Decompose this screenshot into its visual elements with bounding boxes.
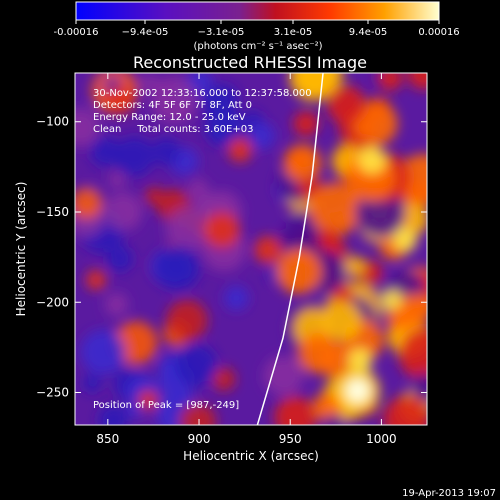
emission-blob bbox=[204, 212, 240, 248]
x-tick-label: 950 bbox=[279, 432, 302, 446]
emission-blob bbox=[224, 285, 249, 311]
emission-blob bbox=[377, 73, 403, 91]
emission-blob bbox=[398, 327, 427, 381]
emission-blob bbox=[138, 390, 158, 410]
emission-blob bbox=[140, 73, 159, 92]
emission-blob bbox=[344, 256, 366, 277]
emission-blob bbox=[324, 414, 346, 425]
emission-blob bbox=[309, 182, 363, 236]
chart-title: Reconstructed RHESSI Image bbox=[133, 53, 367, 72]
emission-blob bbox=[293, 110, 319, 137]
emission-blob bbox=[106, 86, 134, 114]
bright-blob bbox=[382, 290, 402, 310]
emission-blob bbox=[289, 73, 337, 101]
colorbar-tick-label: 0.00016 bbox=[418, 27, 459, 38]
emission-blob bbox=[228, 138, 252, 162]
emission-blob bbox=[104, 292, 129, 317]
render-timestamp: 19-Apr-2013 19:07 bbox=[402, 488, 496, 499]
emission-blob bbox=[86, 270, 106, 290]
solar-limb-curve bbox=[256, 73, 324, 425]
emission-blob bbox=[174, 343, 218, 387]
annotation-peak-position: Position of Peak = [987,-249] bbox=[93, 400, 239, 411]
colorbar-tick-label: 3.1e-05 bbox=[274, 27, 312, 38]
emission-blob bbox=[80, 329, 126, 375]
emission-blob bbox=[274, 396, 317, 425]
annotation-detectors: Detectors: 4F 5F 6F 7F 8F, Att 0 bbox=[93, 100, 252, 111]
bright-blob bbox=[358, 146, 386, 174]
peak-core bbox=[345, 378, 370, 403]
emission-blob bbox=[276, 248, 322, 295]
emission-blob bbox=[263, 355, 304, 396]
emission-blob bbox=[108, 171, 126, 189]
emission-blob bbox=[283, 144, 322, 183]
emission-blob bbox=[254, 236, 282, 264]
colorbar-tick-label: −3.1e-05 bbox=[198, 27, 245, 38]
emission-blob bbox=[297, 332, 339, 374]
x-tick-label: 850 bbox=[96, 432, 119, 446]
x-tick-label: 1000 bbox=[366, 432, 397, 446]
emission-blob bbox=[248, 122, 276, 150]
emission-blob bbox=[104, 192, 143, 231]
emission-blob bbox=[75, 187, 103, 219]
colorbar-tick-label: -0.00016 bbox=[54, 27, 99, 38]
emission-blob bbox=[321, 300, 362, 341]
emission-blob bbox=[383, 395, 427, 425]
emission-blob bbox=[187, 178, 209, 200]
y-tick-label: −200 bbox=[36, 295, 69, 309]
emission-blob bbox=[114, 136, 155, 177]
bright-blob bbox=[348, 348, 372, 372]
emission-blob bbox=[75, 108, 100, 147]
y-tick-label: −100 bbox=[36, 115, 69, 129]
emission-blob bbox=[204, 108, 243, 147]
emission-blob bbox=[106, 245, 134, 272]
emission-blob bbox=[83, 373, 102, 393]
bright-blob bbox=[393, 228, 417, 252]
y-tick-label: −250 bbox=[36, 386, 69, 400]
emission-blob bbox=[326, 85, 366, 125]
emission-blob bbox=[90, 136, 121, 168]
colorbar-tick-label: 9.4e-05 bbox=[349, 27, 387, 38]
y-tick-label: −150 bbox=[36, 205, 69, 219]
emission-blob bbox=[98, 404, 129, 425]
emission-blob bbox=[165, 207, 211, 252]
annotation-time-range: 30-Nov-2002 12:33:16.000 to 12:37:58.000 bbox=[93, 88, 312, 99]
colorbar-unit-label: (photons cm⁻² s⁻¹ asec⁻²) bbox=[193, 41, 322, 52]
emission-blob bbox=[166, 299, 208, 341]
annotation-clean-counts: Clean Total counts: 3.60E+03 bbox=[93, 124, 253, 135]
colorbar bbox=[75, 1, 440, 21]
emission-blob bbox=[155, 245, 201, 291]
colorbar-tick-label: −9.4e-05 bbox=[122, 27, 169, 38]
emission-blob bbox=[179, 403, 216, 425]
x-axis-label: Heliocentric X (arcsec) bbox=[183, 449, 319, 463]
emission-blob bbox=[353, 101, 398, 146]
emission-blob bbox=[151, 137, 181, 166]
annotation-energy-range: Energy Range: 12.0 - 25.0 keV bbox=[93, 112, 246, 123]
emission-blob bbox=[411, 373, 427, 402]
emission-blob bbox=[313, 392, 342, 422]
emission-blob bbox=[407, 73, 427, 90]
y-axis-label: Heliocentric Y (arcsec) bbox=[14, 182, 28, 317]
plot-frame bbox=[74, 72, 428, 426]
x-tick-label: 900 bbox=[188, 432, 211, 446]
emission-blob bbox=[211, 367, 236, 391]
emission-blob bbox=[386, 303, 414, 331]
emission-blob bbox=[317, 228, 341, 252]
emission-blob bbox=[150, 75, 198, 124]
